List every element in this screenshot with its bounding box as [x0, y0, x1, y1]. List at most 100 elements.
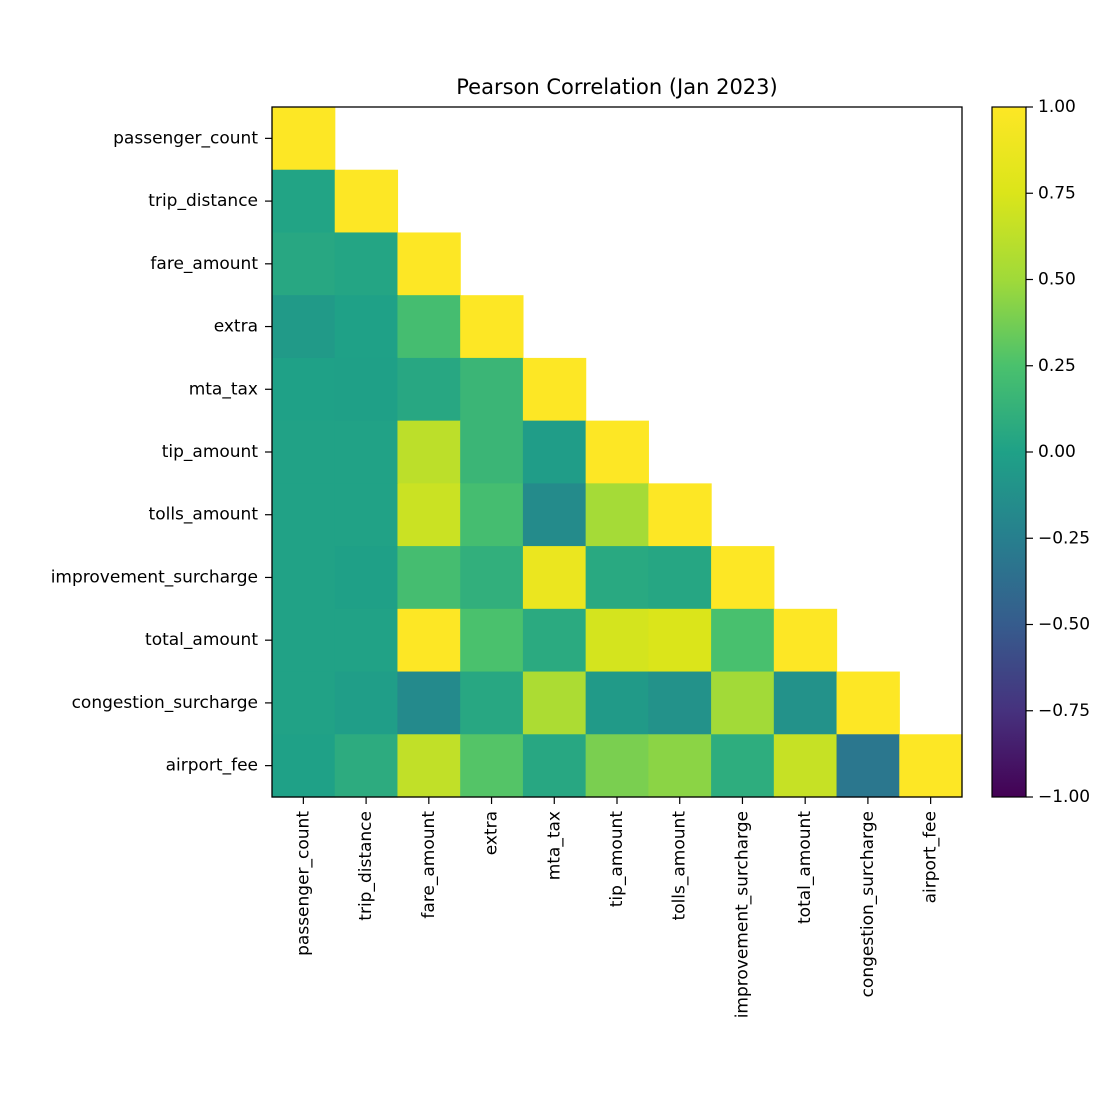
y-axis-ticks: passenger_count trip_distance fare_amounte… [51, 128, 272, 776]
heatmap-cell [711, 546, 775, 610]
heatmap-cell [334, 420, 399, 484]
heatmap-cell [272, 483, 336, 547]
heatmap-cell [334, 671, 399, 735]
heatmap-cell [899, 734, 963, 798]
colorbar-ticks: 1.00 0.75 0.50 0.25 0.00 −0.25 −0.50 −0.75 −1.00 [1026, 97, 1090, 807]
heatmap-cell [585, 671, 649, 735]
heatmap-cell [522, 546, 587, 610]
heatmap-cell [397, 546, 461, 610]
heatmap-cell [397, 232, 461, 296]
x-tick-label: passenger_count [293, 811, 313, 956]
y-tick-label: tolls_amount [149, 505, 259, 525]
heatmap-cell [334, 483, 399, 547]
heatmap-cell [272, 295, 336, 359]
heatmap-cell [460, 420, 524, 484]
heatmap-cell [522, 608, 587, 673]
heatmap-cell [522, 734, 587, 798]
y-tick-label: airport_fee [166, 756, 258, 776]
heatmap-cell [397, 357, 461, 422]
x-tick-label: mta_tax [544, 811, 564, 880]
heatmap-cell [522, 357, 587, 422]
y-tick-label: congestion_surcharge [72, 693, 258, 713]
heatmap-cell [585, 608, 649, 673]
heatmap-cell [522, 483, 587, 547]
heatmap-cell [397, 734, 461, 798]
heatmap-cell [334, 169, 399, 234]
heatmap-cell [460, 295, 524, 359]
x-tick-label: airport_fee [921, 811, 941, 903]
y-tick-label: passenger_count [113, 128, 258, 148]
heatmap-cell [334, 608, 399, 673]
heatmap-cell [585, 734, 649, 798]
heatmap-cell [272, 169, 336, 234]
x-tick-label: tip_amount [607, 811, 627, 908]
x-tick-label: congestion_surcharge [858, 811, 878, 997]
heatmap-cell [522, 671, 587, 735]
y-tick-label: trip_distance [148, 191, 258, 211]
heatmap-cell [773, 734, 838, 798]
heatmap-cell [522, 420, 587, 484]
heatmap-cell [648, 546, 712, 610]
heatmap-cell [272, 232, 336, 296]
colorbar-tick-label: 0.75 [1038, 183, 1076, 203]
heatmap-cell [334, 357, 399, 422]
heatmap-cell [773, 608, 838, 673]
heatmap-cell [773, 671, 838, 735]
heatmap-cell [711, 671, 775, 735]
heatmap-cell [397, 420, 461, 484]
heatmap-cell [460, 357, 524, 422]
heatmap-cells [272, 107, 963, 798]
y-tick-label: tip_amount [162, 442, 259, 462]
heatmap-cell [460, 483, 524, 547]
heatmap-cell [648, 671, 712, 735]
heatmap-cell [272, 734, 336, 798]
chart-title: Pearson Correlation (Jan 2023) [456, 75, 777, 99]
heatmap-cell [334, 232, 399, 296]
x-tick-label: trip_distance [356, 811, 376, 921]
x-tick-label: total_amount [795, 811, 815, 924]
heatmap-cell [711, 734, 775, 798]
heatmap-cell [460, 608, 524, 673]
colorbar-tick-label: −1.00 [1038, 787, 1090, 807]
heatmap-cell [460, 671, 524, 735]
heatmap-cell [272, 608, 336, 673]
colorbar-tick-label: 1.00 [1038, 97, 1076, 117]
colorbar [991, 106, 1027, 798]
heatmap-cell [334, 295, 399, 359]
x-axis-ticks: passenger_count trip_distance fare_amount e… [293, 797, 941, 1018]
x-tick-label: extra [482, 811, 502, 855]
heatmap-cell [397, 295, 461, 359]
heatmap-cell [836, 671, 900, 735]
colorbar-tick-label: −0.50 [1038, 615, 1090, 635]
heatmap-cell [272, 107, 336, 171]
heatmap-cell [272, 671, 336, 735]
heatmap-cell [836, 734, 900, 798]
x-tick-label: tolls_amount [670, 811, 690, 921]
heatmap-cell [272, 357, 336, 422]
y-tick-label: improvement_surcharge [51, 567, 258, 587]
heatmap-cell [460, 734, 524, 798]
colorbar-tick-label: −0.25 [1038, 528, 1090, 548]
colorbar-tick-label: −0.75 [1038, 701, 1090, 721]
x-tick-label: improvement_surcharge [732, 811, 752, 1018]
y-tick-label: extra [214, 317, 258, 337]
heatmap-cell [397, 483, 461, 547]
heatmap-cell [397, 671, 461, 735]
heatmap-cell [272, 546, 336, 610]
x-tick-label: fare_amount [419, 811, 439, 919]
heatmap-cell [585, 546, 649, 610]
heatmap-cell [585, 420, 649, 484]
heatmap-cell [585, 483, 649, 547]
y-tick-label: mta_tax [189, 379, 258, 399]
heatmap-cell [711, 608, 775, 673]
heatmap-cell [397, 608, 461, 673]
y-tick-label: fare_amount [150, 254, 258, 274]
heatmap-cell [648, 734, 712, 798]
heatmap-cell [334, 546, 399, 610]
y-tick-label: total_amount [145, 630, 258, 650]
heatmap-cell [272, 420, 336, 484]
heatmap-cell [648, 483, 712, 547]
colorbar-tick-label: 0.00 [1038, 442, 1076, 462]
heatmap-cell [460, 546, 524, 610]
